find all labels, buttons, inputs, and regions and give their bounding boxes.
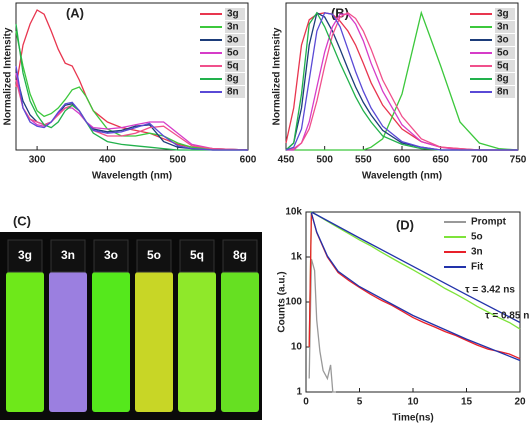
series-line [15, 65, 248, 151]
legend-box [440, 214, 518, 276]
legend-label: 3g [497, 9, 509, 20]
x-tick-label: 0 [303, 397, 309, 408]
x-tick-label: 550 [355, 155, 372, 166]
y-axis-label: Normalized Intensity [3, 27, 14, 125]
legend-label: Prompt [471, 217, 507, 228]
legend-label-bg [495, 34, 515, 46]
legend-label: 8n [497, 87, 509, 98]
legend-label-bg [495, 73, 515, 85]
vial-label: 5q [190, 248, 204, 262]
annotation: τ = 3.42 ns [465, 285, 515, 296]
vial-cap [50, 239, 86, 273]
series-line [308, 212, 521, 360]
vial-cap [7, 239, 43, 273]
x-tick-label: 600 [240, 155, 257, 166]
series-line [15, 30, 249, 151]
series-line [285, 12, 518, 151]
plot-frame [285, 2, 519, 151]
annotation: τ = 0.85 ns [485, 311, 529, 322]
x-tick-label: 20 [514, 397, 526, 408]
vial-body [6, 272, 44, 412]
series-line [15, 23, 248, 151]
y-tick-label: 10k [285, 207, 302, 218]
vial-label: 3g [18, 248, 32, 262]
legend-label-bg [495, 60, 515, 72]
series-line [15, 79, 249, 151]
series-line [310, 211, 521, 362]
series-line [308, 258, 336, 393]
x-tick-label: 300 [29, 155, 46, 166]
x-tick-label: 650 [432, 155, 449, 166]
x-tick-label: 500 [316, 155, 333, 166]
legend-label: 8g [497, 74, 509, 85]
x-tick-label: 600 [394, 155, 411, 166]
legend-label-bg [495, 8, 515, 20]
vial-body [178, 272, 216, 412]
legend-label-bg [495, 47, 515, 59]
x-axis-label: Time(ns) [392, 413, 434, 424]
y-tick-label: 1k [291, 252, 303, 263]
legend-label: 3n [471, 247, 483, 258]
legend-label: 5o [227, 48, 239, 59]
legend-label: 5q [497, 61, 509, 72]
legend-label-bg [225, 47, 245, 59]
series-line [285, 12, 518, 151]
y-tick-label: 100 [285, 297, 302, 308]
x-tick-label: 400 [99, 155, 116, 166]
vial-label: 3o [104, 248, 118, 262]
vial-label: 3n [61, 248, 75, 262]
legend-label: 8g [227, 74, 239, 85]
legend-label-bg [225, 73, 245, 85]
legend-label: 5o [497, 48, 509, 59]
vial-cap [93, 239, 129, 273]
vial-cap [136, 239, 172, 273]
x-tick-label: 10 [407, 397, 419, 408]
legend-label-bg [495, 86, 515, 98]
x-tick-label: 15 [461, 397, 473, 408]
vial-body [49, 272, 87, 412]
x-tick-label: 500 [169, 155, 186, 166]
legend-label-bg [225, 60, 245, 72]
series-line [308, 210, 521, 348]
legend-label: 3n [497, 22, 509, 33]
x-tick-label: 5 [357, 397, 363, 408]
vial-body [92, 272, 130, 412]
legend-label: Fit [471, 262, 484, 273]
legend-label: 3o [227, 35, 239, 46]
series-line [15, 72, 249, 151]
vial-body [135, 272, 173, 412]
panel-label: (C) [13, 213, 31, 228]
legend-label-bg [495, 21, 515, 33]
series-line [286, 10, 519, 151]
y-axis-label: Counts (a.u.) [277, 271, 288, 332]
legend-label: 5q [227, 61, 239, 72]
legend-label: 3n [227, 22, 239, 33]
vial-label: 8g [233, 248, 247, 262]
x-axis-label: Wavelength (nm) [92, 171, 172, 182]
panel-label: (A) [66, 5, 84, 20]
series-line [15, 72, 248, 151]
x-tick-label: 450 [278, 155, 295, 166]
vial-body [221, 272, 259, 412]
legend-label-bg [225, 21, 245, 33]
legend-label-bg [225, 86, 245, 98]
legend-label: 3o [497, 35, 509, 46]
y-axis-label: Normalized Intensity [272, 27, 283, 125]
legend-label-bg [225, 34, 245, 46]
vial-cap [222, 239, 258, 273]
legend-label-bg [225, 8, 245, 20]
x-axis-label: Wavelength (nm) [362, 171, 442, 182]
legend-label: 8n [227, 87, 239, 98]
panel-label: (D) [396, 217, 414, 232]
vial-cap [179, 239, 215, 273]
x-tick-label: 750 [510, 155, 527, 166]
y-tick-label: 10 [291, 342, 303, 353]
x-tick-label: 700 [471, 155, 488, 166]
plot-frame [15, 2, 249, 151]
legend-label: 5o [471, 232, 483, 243]
y-tick-label: 1 [296, 387, 302, 398]
legend-label: 3g [227, 9, 239, 20]
vial-label: 5o [147, 248, 161, 262]
